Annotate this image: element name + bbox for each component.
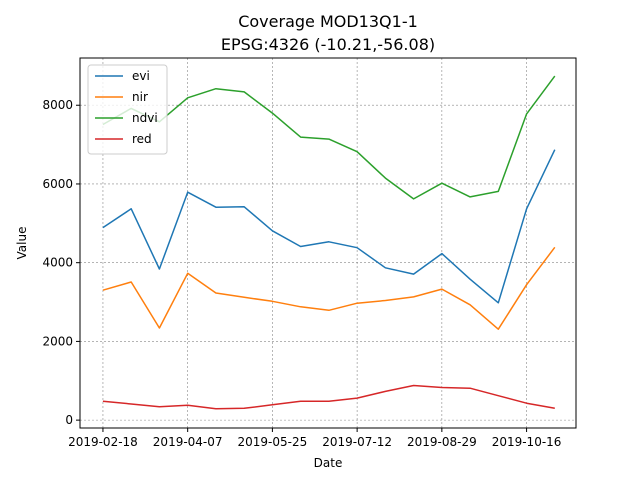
- chart-title: Coverage MOD13Q1-1: [238, 12, 418, 31]
- x-tick-label: 2019-07-12: [322, 435, 392, 449]
- grid: [80, 58, 576, 428]
- y-axis-ticks: 0 2000 4000 6000 8000: [42, 98, 80, 427]
- y-axis-label: Value: [15, 227, 29, 260]
- series-lines: [102, 75, 556, 410]
- series-line-red: [102, 384, 555, 410]
- legend-label-evi: evi: [132, 69, 150, 83]
- series-line-ndvi: [102, 75, 556, 200]
- x-tick-label: 2019-04-07: [153, 435, 223, 449]
- y-tick-label: 2000: [42, 334, 73, 348]
- legend: evi nir ndvi red: [87, 64, 168, 155]
- legend-box: [87, 64, 168, 155]
- x-axis-label: Date: [314, 456, 343, 470]
- x-tick-label: 2019-05-25: [238, 435, 308, 449]
- y-tick-label: 8000: [42, 98, 73, 112]
- chart-subtitle: EPSG:4326 (-10.21,-56.08): [221, 35, 435, 54]
- y-tick-label: 6000: [42, 177, 73, 191]
- y-tick-label: 0: [65, 413, 73, 427]
- legend-label-ndvi: ndvi: [132, 111, 158, 125]
- x-tick-label: 2019-08-29: [407, 435, 477, 449]
- y-tick-label: 4000: [42, 256, 73, 270]
- legend-label-red: red: [132, 132, 152, 146]
- x-axis-ticks: 2019-02-18 2019-04-07 2019-05-25 2019-07-12…: [68, 428, 561, 449]
- x-tick-label: 2019-02-18: [68, 435, 138, 449]
- legend-label-nir: nir: [132, 90, 148, 104]
- plot-frame: [79, 57, 577, 429]
- series-line-nir: [102, 246, 556, 330]
- series-line-evi: [102, 149, 556, 304]
- x-tick-label: 2019-10-16: [492, 435, 562, 449]
